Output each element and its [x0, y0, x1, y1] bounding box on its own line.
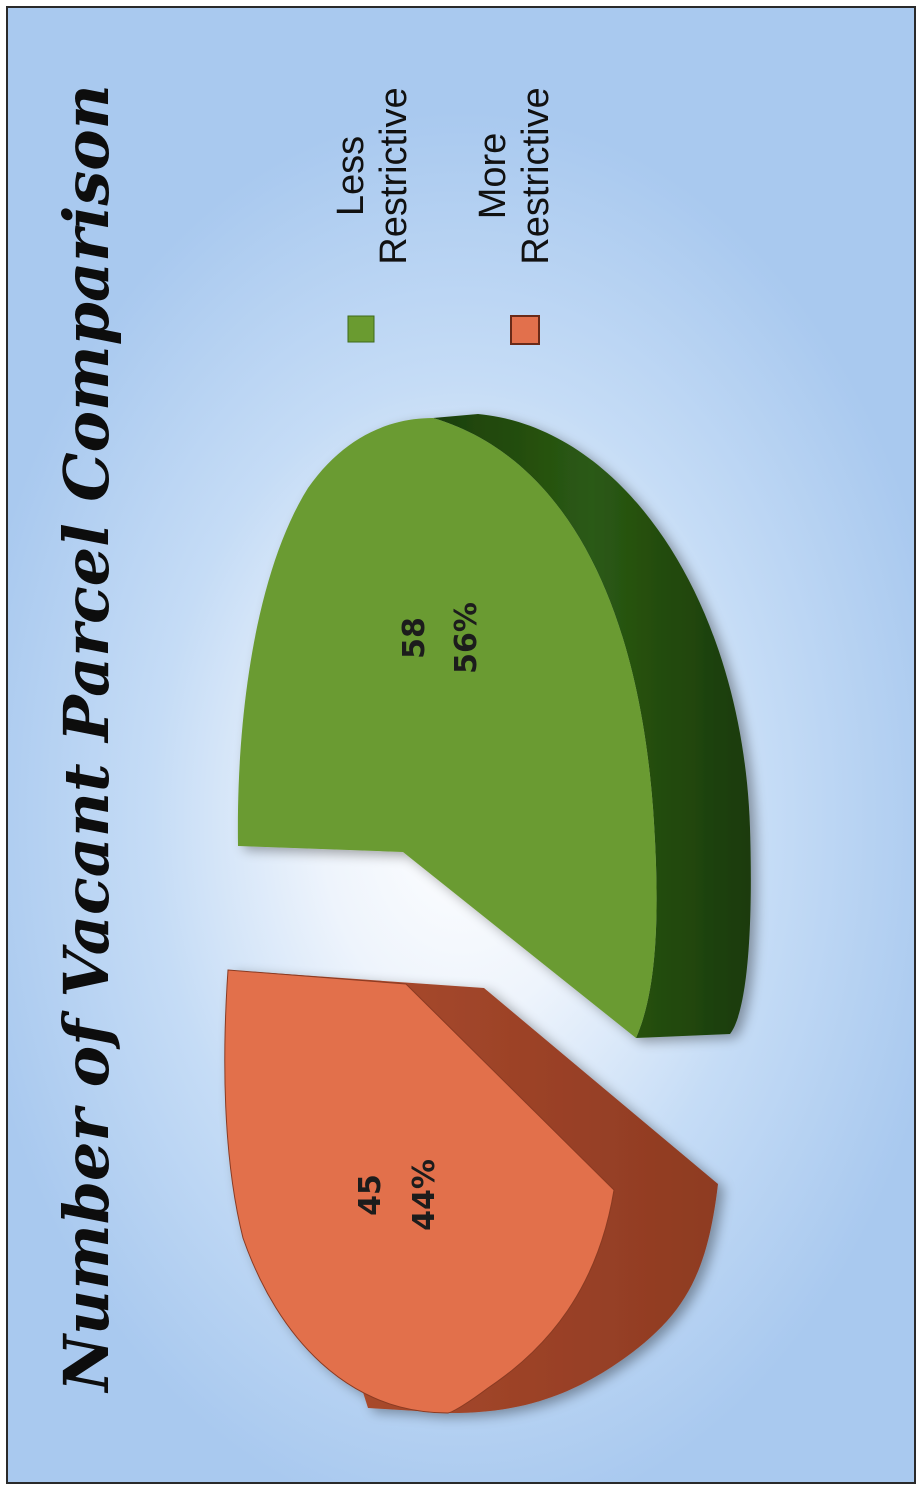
pie-slice-less-top — [237, 418, 657, 1038]
legend-label-more-line2: Restrictive — [515, 87, 557, 264]
slice-percent-less: 56% — [449, 602, 484, 674]
legend-swatch-more — [510, 315, 540, 345]
slice-percent-more: 44% — [407, 1159, 442, 1231]
chart-title: Number of Vacant Parcel Comparison — [50, 84, 123, 1393]
slice-value-less: 58 — [397, 617, 432, 659]
legend-label-less-line2: Restrictive — [373, 87, 415, 264]
chart-frame: Number of Vacant Parcel Comparison Less … — [6, 6, 916, 1484]
pie-slice-more-restrictive — [224, 969, 718, 1414]
legend-label-less-line1: Less — [330, 136, 372, 216]
pie-slice-less-side — [433, 414, 751, 1038]
legend-label-more-line1: More — [472, 133, 514, 220]
pie-slice-more-top — [224, 969, 615, 1414]
pie-chart: Number of Vacant Parcel Comparison Less … — [50, 84, 751, 1414]
legend-swatch-less — [347, 315, 375, 343]
slice-value-more: 45 — [353, 1174, 388, 1216]
legend: Less Restrictive More Restrictive — [330, 87, 557, 345]
pie-slice-less-restrictive — [237, 414, 751, 1038]
